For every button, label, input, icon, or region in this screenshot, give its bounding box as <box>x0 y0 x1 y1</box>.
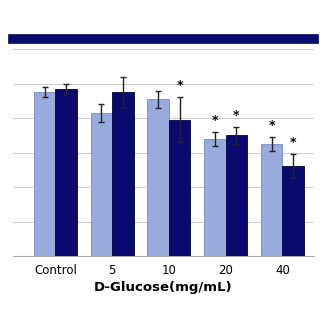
Bar <box>261 144 282 256</box>
Bar <box>34 92 55 256</box>
Bar <box>169 120 190 256</box>
Text: *: * <box>176 79 183 92</box>
Bar <box>226 135 247 256</box>
Text: *: * <box>212 114 218 127</box>
Text: *: * <box>290 136 296 149</box>
Bar <box>204 139 226 256</box>
Text: *: * <box>233 108 240 122</box>
X-axis label: D-Glucose(mg/mL): D-Glucose(mg/mL) <box>94 281 233 294</box>
Bar <box>55 89 77 256</box>
Bar <box>91 113 112 256</box>
Bar <box>282 166 304 256</box>
Text: *: * <box>268 119 275 132</box>
Bar <box>147 99 169 256</box>
Bar <box>112 92 134 256</box>
